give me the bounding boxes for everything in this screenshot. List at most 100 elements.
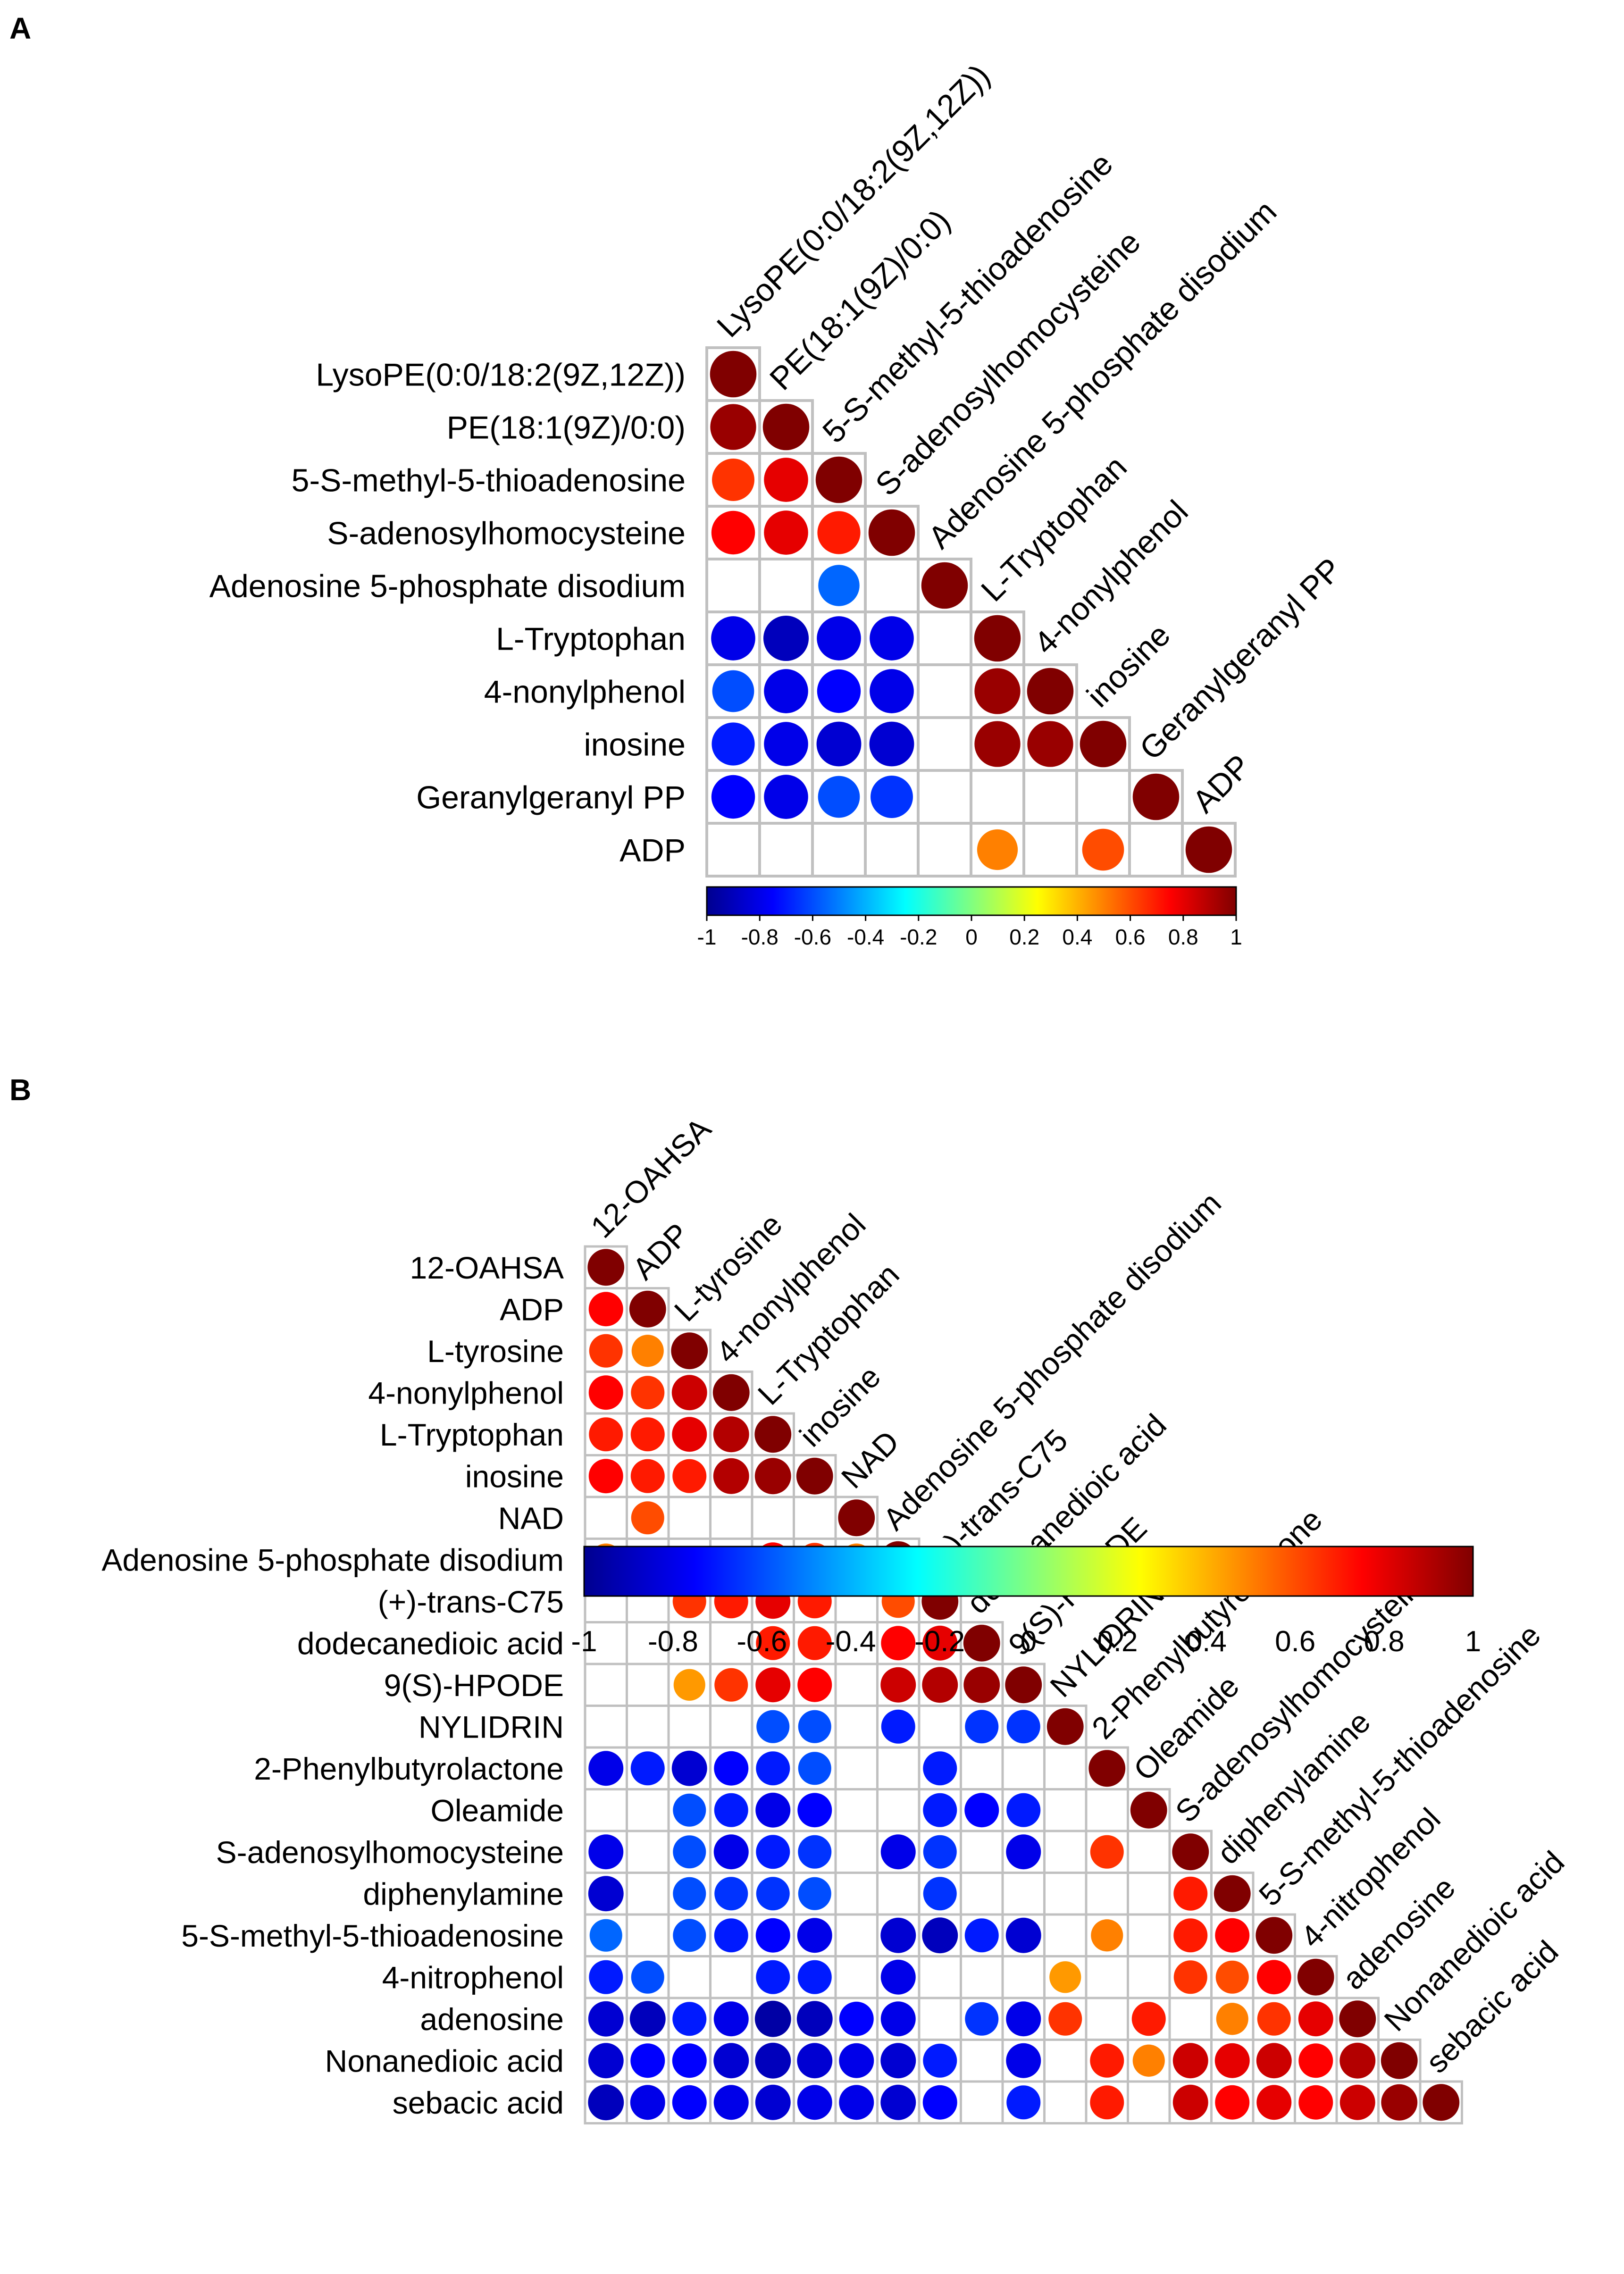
- matrix-cell: [834, 1705, 879, 1749]
- colorbar-tick-label: -0.6: [794, 925, 831, 949]
- row-label: inosine: [584, 727, 686, 762]
- matrix-cell: [584, 1788, 628, 1832]
- correlation-point: [1082, 828, 1124, 871]
- correlation-point: [964, 1793, 999, 1828]
- correlation-point: [1339, 2000, 1376, 2038]
- matrix-cell: [709, 1496, 753, 1540]
- correlation-point: [754, 1458, 791, 1495]
- colorbar-tick-label: 1: [1230, 925, 1242, 949]
- matrix-cell: [834, 1663, 879, 1707]
- correlation-point: [839, 2043, 874, 2078]
- matrix-cell: [1022, 769, 1078, 825]
- correlation-point: [712, 459, 754, 501]
- correlation-point: [818, 776, 860, 818]
- matrix-cell: [626, 1830, 670, 1874]
- matrix-cell: [584, 1705, 628, 1749]
- correlation-point: [672, 1417, 707, 1452]
- correlation-point: [711, 616, 755, 660]
- correlation-point: [797, 1793, 832, 1828]
- correlation-point: [1131, 2002, 1166, 2036]
- correlation-point: [1256, 2043, 1292, 2079]
- correlation-point: [965, 1710, 999, 1744]
- row-label: NAD: [498, 1501, 564, 1536]
- correlation-point: [923, 1877, 957, 1911]
- matrix-cell: [834, 1746, 879, 1790]
- matrix-cell: [1085, 1788, 1129, 1832]
- row-label: Nonanedioic acid: [325, 2044, 564, 2079]
- correlation-point: [756, 1960, 790, 1994]
- correlation-point: [1048, 2002, 1082, 2036]
- matrix-cell: [709, 1955, 753, 1999]
- correlation-point: [923, 1793, 957, 1827]
- correlation-point: [764, 458, 808, 502]
- matrix-cell: [1043, 2080, 1088, 2124]
- matrix-cell: [793, 1496, 837, 1540]
- row-label: ADP: [500, 1292, 564, 1327]
- matrix-cell: [960, 1872, 1004, 1916]
- matrix-cell: [917, 769, 972, 825]
- colorbar-tick-label: -0.8: [648, 1625, 698, 1658]
- matrix-cell: [960, 1746, 1004, 1790]
- matrix-cell: [1127, 1913, 1171, 1957]
- correlation-point: [1006, 1834, 1041, 1870]
- matrix-cell: [918, 1955, 962, 1999]
- correlation-point: [797, 2085, 832, 2120]
- correlation-point: [1215, 1918, 1250, 1953]
- matrix-cell: [667, 1705, 712, 1749]
- correlation-point: [1173, 1876, 1208, 1911]
- colorbar-tick-label: 0: [1021, 1625, 1037, 1658]
- matrix-cell: [970, 769, 1025, 825]
- matrix-cell: [758, 558, 814, 613]
- correlation-point: [796, 1457, 833, 1495]
- colorbar-tick-label: 1: [1465, 1625, 1481, 1658]
- matrix-cell: [584, 1496, 628, 1540]
- correlation-point: [797, 1667, 832, 1702]
- correlation-point: [1006, 2001, 1041, 2037]
- correlation-point: [673, 1669, 705, 1701]
- correlation-point: [714, 1793, 748, 1827]
- colorbar-tick-label: 0.8: [1364, 1625, 1404, 1658]
- correlation-point: [671, 1332, 708, 1370]
- correlation-point: [672, 1459, 707, 1493]
- correlation-point: [1132, 2044, 1165, 2077]
- correlation-point: [1215, 1960, 1249, 1994]
- matrix-cell: [1043, 1913, 1088, 1957]
- correlation-point: [923, 1835, 957, 1869]
- correlation-point: [755, 1792, 791, 1828]
- correlation-point: [921, 562, 968, 609]
- matrix-cell: [834, 1788, 879, 1832]
- correlation-point: [588, 2084, 624, 2121]
- row-label: sebacic acid: [393, 2085, 564, 2120]
- correlation-point: [756, 1751, 790, 1786]
- correlation-point: [1256, 2085, 1292, 2120]
- colorbar-tick-label: -1: [697, 925, 717, 949]
- correlation-point: [755, 1918, 790, 1953]
- correlation-point: [1080, 720, 1127, 768]
- correlation-point: [880, 2043, 916, 2079]
- correlation-point: [964, 1918, 999, 1953]
- correlation-point: [1090, 2085, 1124, 2120]
- correlation-point: [631, 1501, 664, 1535]
- correlation-point: [630, 2043, 665, 2078]
- correlation-point: [712, 1374, 750, 1411]
- row-label: dodecanedioic acid: [297, 1626, 564, 1661]
- correlation-point: [817, 616, 861, 660]
- matrix-cell: [864, 558, 920, 613]
- correlation-point: [1423, 2084, 1460, 2121]
- correlation-point: [673, 1877, 706, 1910]
- correlation-point: [630, 1751, 665, 1786]
- correlation-point: [1256, 1917, 1293, 1954]
- correlation-point: [762, 403, 810, 451]
- row-label: 4-nonylphenol: [484, 674, 686, 710]
- correlation-point: [710, 351, 757, 398]
- correlation-point: [756, 1877, 790, 1911]
- correlation-point: [1172, 1833, 1209, 1871]
- colorbar-tick-label: 0.4: [1062, 925, 1092, 949]
- correlation-point: [1339, 2084, 1375, 2120]
- matrix-cell: [960, 2080, 1004, 2124]
- correlation-point: [797, 1626, 832, 1660]
- matrix-cell: [1043, 1746, 1088, 1790]
- correlation-point: [838, 1499, 875, 1537]
- correlation-point: [764, 775, 808, 819]
- row-label: ADP: [619, 832, 686, 868]
